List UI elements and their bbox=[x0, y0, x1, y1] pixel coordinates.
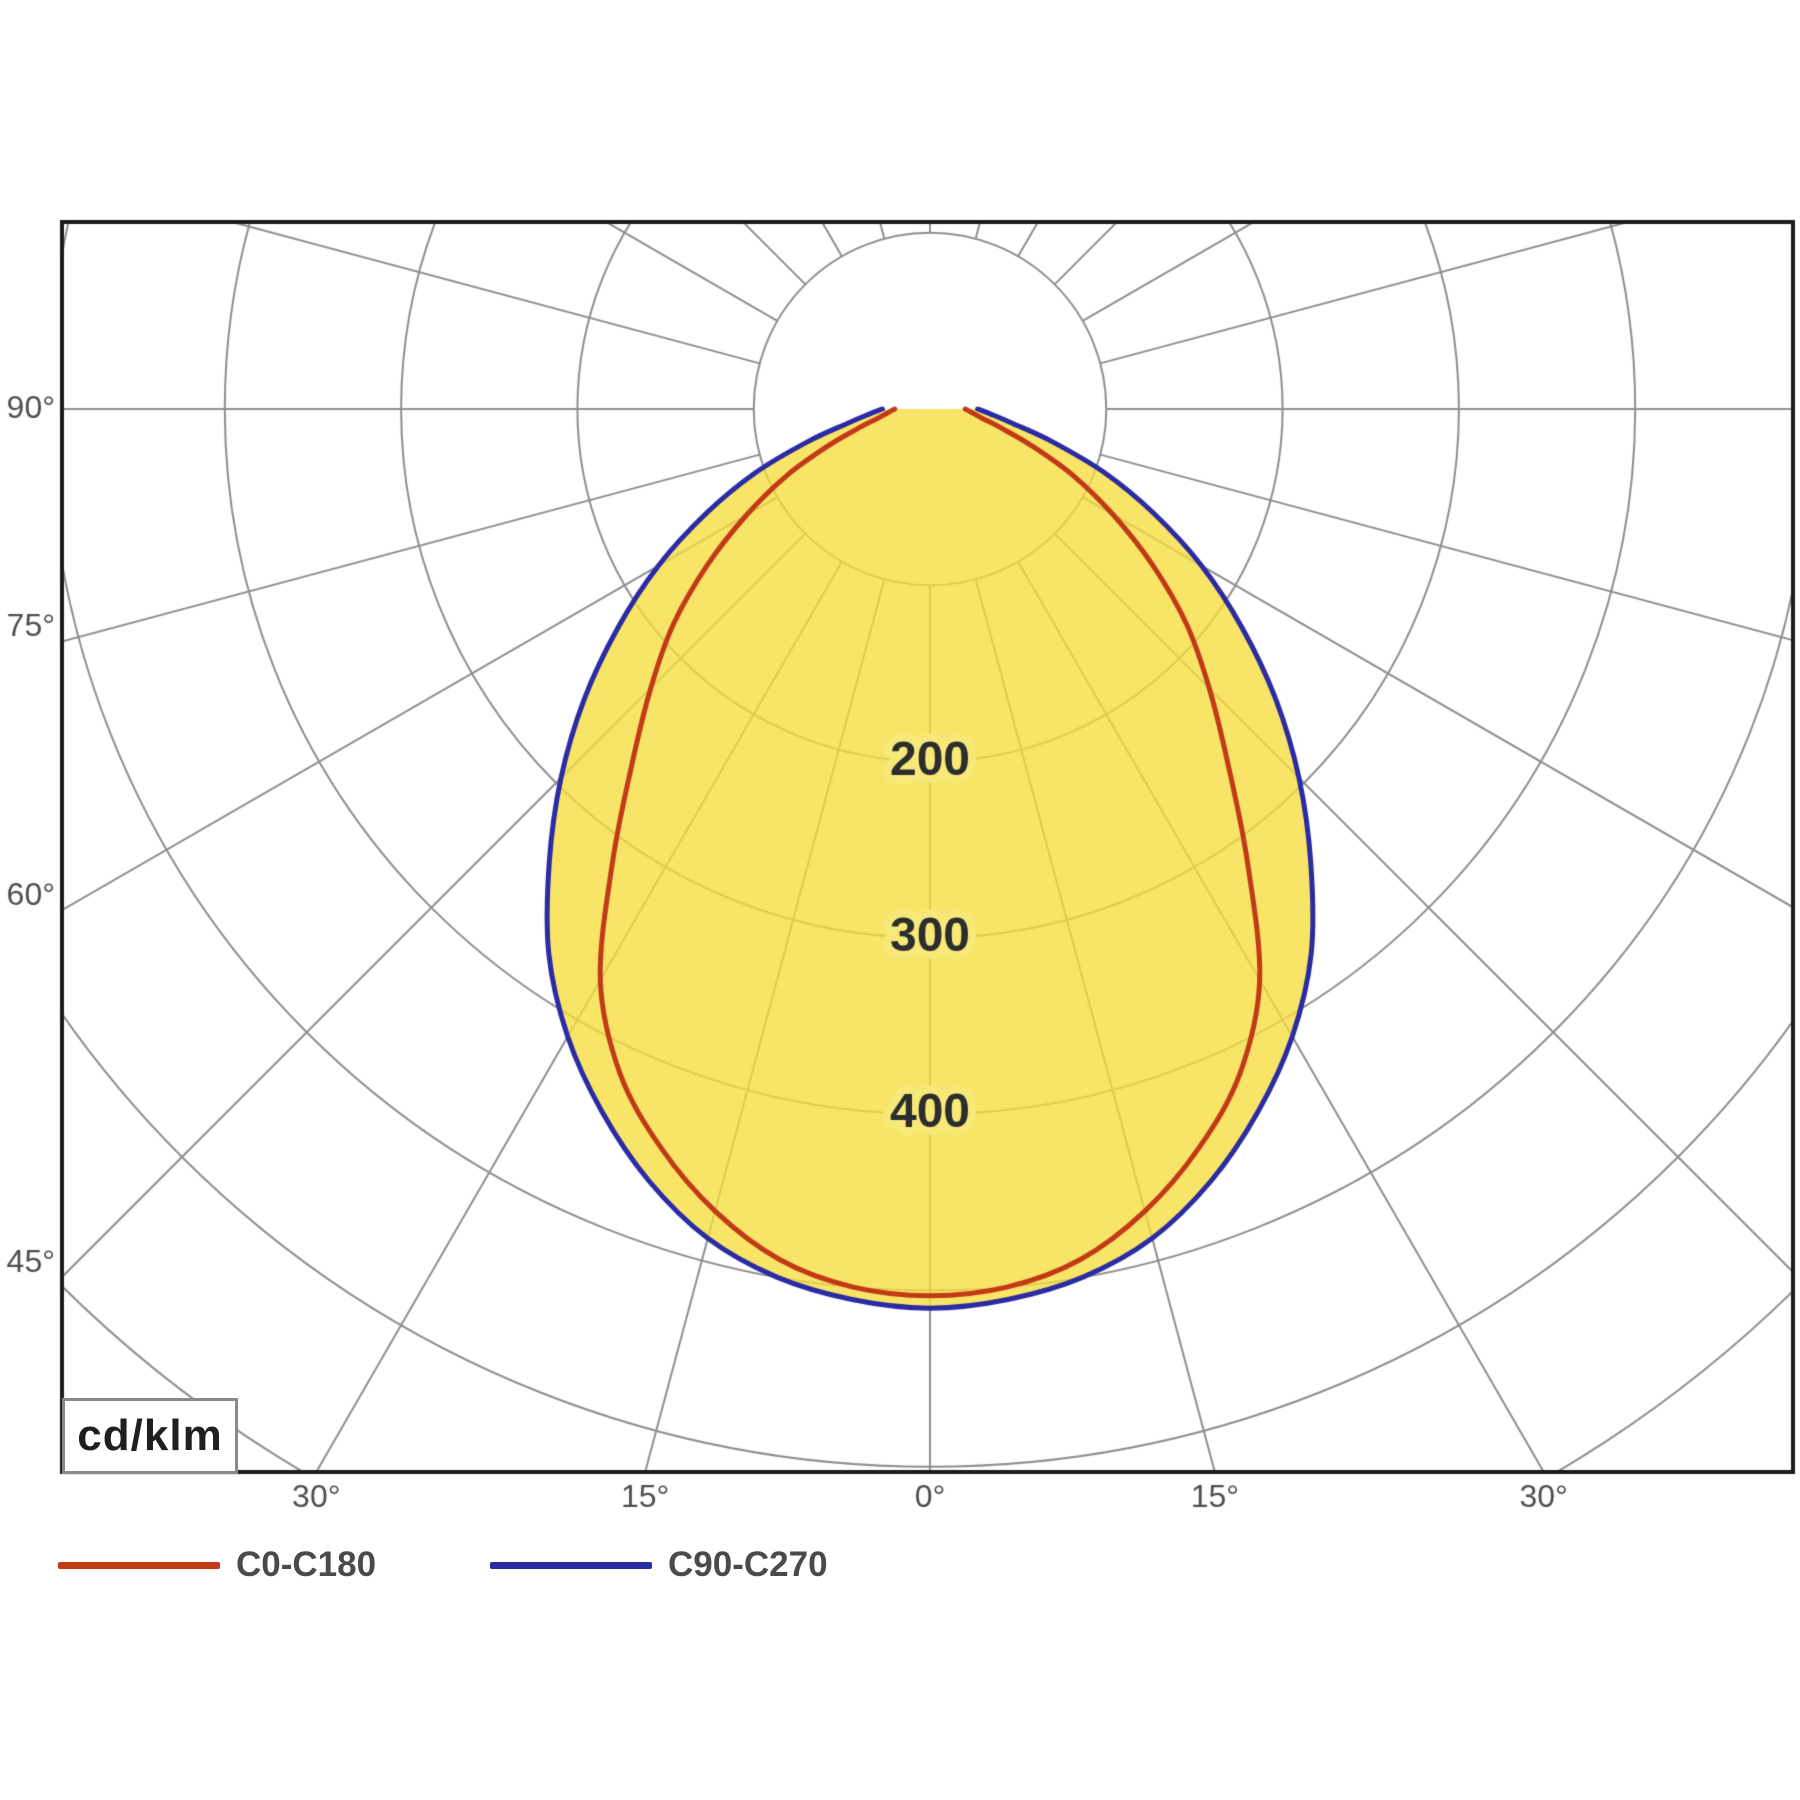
unit-box: cd/klm bbox=[62, 1398, 238, 1474]
unit-label: cd/klm bbox=[77, 1411, 223, 1460]
legend-item-c90-c270: C90-C270 bbox=[490, 1540, 828, 1590]
blue-curve-legend-line bbox=[490, 1561, 652, 1569]
legend: C0-C180 C90-C270 bbox=[0, 1540, 1800, 1590]
red-curve-legend-line bbox=[58, 1561, 220, 1569]
legend-label-c90-c270: C90-C270 bbox=[668, 1545, 828, 1584]
legend-label-c0-c180: C0-C180 bbox=[236, 1545, 377, 1584]
legend-item-c0-c180: C0-C180 bbox=[58, 1540, 376, 1590]
